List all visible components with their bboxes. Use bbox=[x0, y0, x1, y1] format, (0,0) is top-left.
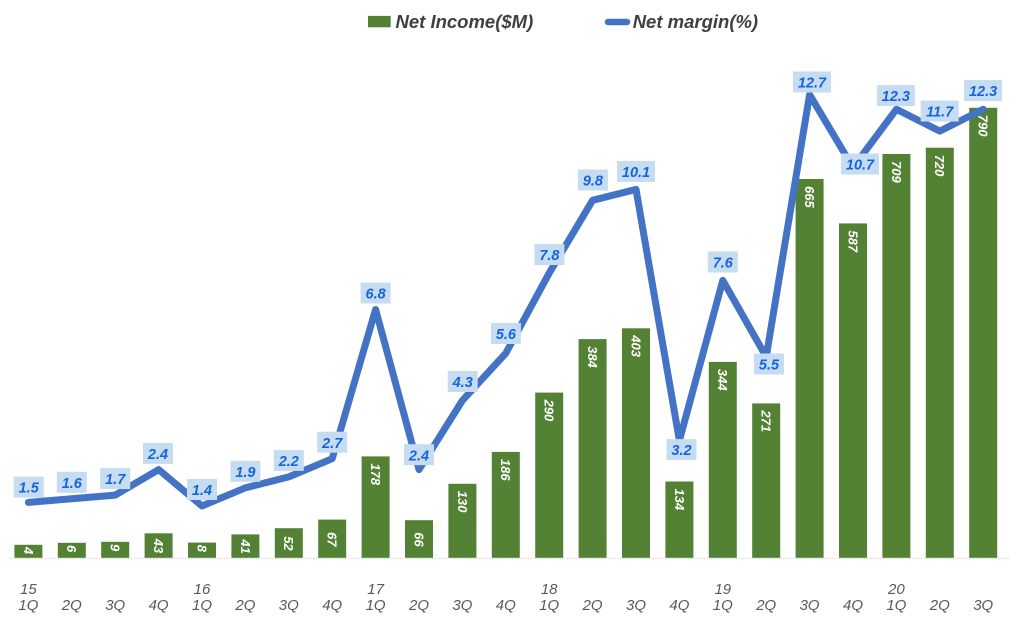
svg-text:Net margin(%): Net margin(%) bbox=[633, 11, 758, 32]
svg-text:4Q: 4Q bbox=[322, 597, 342, 614]
svg-text:11.7: 11.7 bbox=[926, 105, 954, 121]
svg-text:186: 186 bbox=[498, 459, 513, 481]
svg-text:12.3: 12.3 bbox=[969, 84, 997, 100]
svg-text:3Q: 3Q bbox=[452, 597, 472, 614]
svg-text:1Q: 1Q bbox=[886, 597, 906, 614]
svg-text:8: 8 bbox=[194, 545, 209, 553]
svg-text:587: 587 bbox=[845, 230, 860, 252]
svg-text:20: 20 bbox=[887, 581, 905, 598]
svg-text:1.6: 1.6 bbox=[62, 476, 83, 492]
svg-text:3Q: 3Q bbox=[279, 597, 299, 614]
svg-text:665: 665 bbox=[802, 186, 817, 208]
svg-text:790: 790 bbox=[976, 115, 991, 137]
svg-text:1.7: 1.7 bbox=[105, 472, 126, 488]
svg-text:1.5: 1.5 bbox=[19, 481, 40, 497]
svg-text:2Q: 2Q bbox=[755, 597, 776, 614]
svg-text:4Q: 4Q bbox=[496, 597, 516, 614]
svg-text:3Q: 3Q bbox=[800, 597, 820, 614]
svg-text:4Q: 4Q bbox=[149, 597, 169, 614]
svg-text:2.4: 2.4 bbox=[147, 447, 168, 463]
svg-text:9.8: 9.8 bbox=[583, 174, 604, 190]
svg-text:3Q: 3Q bbox=[105, 597, 125, 614]
svg-text:4: 4 bbox=[21, 546, 36, 555]
svg-text:5.6: 5.6 bbox=[496, 327, 517, 343]
svg-text:6.8: 6.8 bbox=[366, 287, 387, 303]
svg-text:18: 18 bbox=[541, 581, 558, 598]
svg-text:3Q: 3Q bbox=[973, 597, 993, 614]
svg-text:1Q: 1Q bbox=[713, 597, 733, 614]
svg-text:1Q: 1Q bbox=[366, 597, 386, 614]
svg-text:Net Income($M): Net Income($M) bbox=[396, 11, 534, 32]
svg-text:6: 6 bbox=[64, 545, 79, 553]
svg-text:43: 43 bbox=[151, 538, 166, 554]
svg-text:9: 9 bbox=[108, 544, 123, 552]
svg-text:7.8: 7.8 bbox=[539, 248, 560, 264]
svg-text:67: 67 bbox=[325, 532, 340, 547]
svg-text:2Q: 2Q bbox=[61, 597, 82, 614]
svg-text:2.2: 2.2 bbox=[278, 454, 299, 470]
svg-text:16: 16 bbox=[194, 581, 211, 598]
svg-text:15: 15 bbox=[20, 581, 37, 598]
svg-text:2Q: 2Q bbox=[582, 597, 603, 614]
svg-text:3.2: 3.2 bbox=[671, 443, 691, 459]
svg-text:2Q: 2Q bbox=[408, 597, 429, 614]
svg-text:271: 271 bbox=[759, 409, 774, 432]
svg-text:10.7: 10.7 bbox=[846, 158, 875, 174]
svg-text:2.4: 2.4 bbox=[408, 448, 429, 464]
svg-text:4.3: 4.3 bbox=[452, 375, 473, 391]
svg-text:290: 290 bbox=[542, 399, 557, 422]
svg-text:12.7: 12.7 bbox=[798, 76, 827, 92]
svg-text:384: 384 bbox=[585, 346, 600, 368]
svg-text:720: 720 bbox=[932, 155, 947, 177]
svg-text:1.4: 1.4 bbox=[192, 483, 212, 499]
svg-text:134: 134 bbox=[672, 489, 687, 511]
svg-text:17: 17 bbox=[367, 581, 384, 598]
svg-text:2Q: 2Q bbox=[234, 597, 255, 614]
svg-text:1Q: 1Q bbox=[539, 597, 559, 614]
svg-text:178: 178 bbox=[368, 463, 383, 485]
svg-text:344: 344 bbox=[715, 369, 730, 391]
svg-text:52: 52 bbox=[281, 536, 296, 551]
svg-text:2.7: 2.7 bbox=[321, 436, 343, 452]
svg-text:130: 130 bbox=[455, 491, 470, 513]
svg-text:1Q: 1Q bbox=[192, 597, 212, 614]
svg-text:4Q: 4Q bbox=[669, 597, 689, 614]
svg-text:41: 41 bbox=[238, 538, 253, 553]
svg-text:403: 403 bbox=[628, 334, 643, 357]
svg-text:2Q: 2Q bbox=[929, 597, 950, 614]
svg-text:5.5: 5.5 bbox=[759, 358, 780, 374]
svg-text:4Q: 4Q bbox=[843, 597, 863, 614]
svg-text:12.3: 12.3 bbox=[882, 89, 910, 105]
svg-text:10.1: 10.1 bbox=[622, 165, 650, 181]
svg-text:7.6: 7.6 bbox=[713, 256, 734, 272]
svg-text:1Q: 1Q bbox=[18, 597, 38, 614]
svg-text:19: 19 bbox=[714, 581, 731, 598]
svg-text:3Q: 3Q bbox=[626, 597, 646, 614]
svg-text:66: 66 bbox=[411, 532, 426, 547]
svg-text:709: 709 bbox=[889, 161, 904, 183]
svg-text:1.9: 1.9 bbox=[235, 465, 255, 481]
